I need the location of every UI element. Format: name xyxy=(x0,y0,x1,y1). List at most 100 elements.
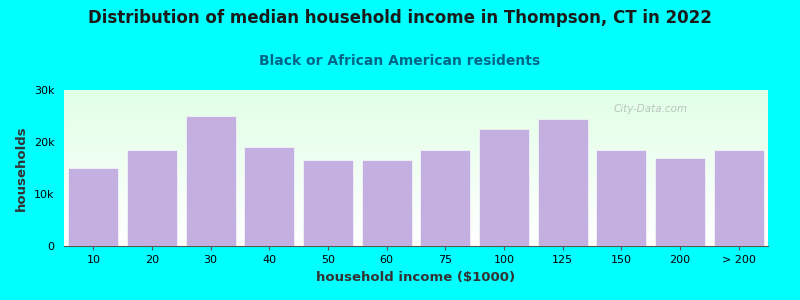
Text: City-Data.com: City-Data.com xyxy=(613,104,687,114)
Bar xyxy=(64,224,768,226)
Bar xyxy=(64,129,768,130)
Bar xyxy=(64,154,768,155)
Bar xyxy=(64,98,768,99)
Bar xyxy=(64,135,768,137)
Bar xyxy=(64,179,768,181)
Bar xyxy=(64,188,768,190)
Y-axis label: households: households xyxy=(15,125,28,211)
Bar xyxy=(64,163,768,165)
Bar xyxy=(186,116,235,246)
Bar xyxy=(64,148,768,149)
Bar xyxy=(64,241,768,243)
Bar xyxy=(64,128,768,129)
Bar xyxy=(64,227,768,229)
Bar xyxy=(64,92,768,93)
Bar xyxy=(64,126,768,128)
Bar xyxy=(64,95,768,96)
Bar xyxy=(64,101,768,103)
Bar xyxy=(64,207,768,208)
Bar xyxy=(64,96,768,98)
Bar xyxy=(64,198,768,199)
Bar xyxy=(421,150,470,246)
Bar xyxy=(596,150,646,246)
Bar xyxy=(64,187,768,188)
Bar xyxy=(64,118,768,120)
Bar xyxy=(479,129,529,246)
Bar xyxy=(64,90,768,92)
Bar xyxy=(64,138,768,140)
Bar xyxy=(64,185,768,187)
Bar xyxy=(64,116,768,118)
Bar xyxy=(362,160,411,246)
Bar xyxy=(64,230,768,232)
Bar xyxy=(64,171,768,173)
Bar xyxy=(64,145,768,146)
Bar xyxy=(64,113,768,115)
Bar xyxy=(64,237,768,238)
Bar xyxy=(64,157,768,159)
Bar xyxy=(64,202,768,204)
Bar xyxy=(64,232,768,233)
Bar xyxy=(64,213,768,215)
Bar xyxy=(64,199,768,201)
Bar xyxy=(64,212,768,213)
Bar xyxy=(64,177,768,179)
Bar xyxy=(64,109,768,110)
Bar xyxy=(64,233,768,235)
Bar xyxy=(64,123,768,124)
Bar xyxy=(64,137,768,138)
Bar xyxy=(64,134,768,135)
Bar xyxy=(64,106,768,107)
Bar xyxy=(64,215,768,216)
Bar xyxy=(64,190,768,191)
Bar xyxy=(64,115,768,116)
X-axis label: household income ($1000): household income ($1000) xyxy=(317,271,515,284)
Bar xyxy=(64,193,768,194)
Bar xyxy=(64,191,768,193)
Text: Distribution of median household income in Thompson, CT in 2022: Distribution of median household income … xyxy=(88,9,712,27)
Bar xyxy=(64,210,768,212)
Bar xyxy=(64,167,768,168)
Bar xyxy=(64,140,768,142)
Bar xyxy=(64,206,768,207)
Bar xyxy=(64,208,768,210)
Bar xyxy=(64,194,768,196)
Bar xyxy=(64,93,768,95)
Bar xyxy=(64,121,768,123)
Bar xyxy=(64,181,768,182)
Bar xyxy=(64,152,768,154)
Bar xyxy=(64,162,768,163)
Bar xyxy=(64,238,768,240)
Bar xyxy=(64,196,768,198)
Bar xyxy=(64,184,768,185)
Bar xyxy=(64,216,768,218)
Bar xyxy=(64,120,768,121)
Bar xyxy=(64,110,768,112)
Bar xyxy=(538,118,587,246)
Bar xyxy=(64,107,768,109)
Bar xyxy=(64,155,768,157)
Bar xyxy=(64,103,768,104)
Bar xyxy=(64,218,768,220)
Bar xyxy=(64,112,768,113)
Bar xyxy=(655,158,705,246)
Bar xyxy=(64,165,768,166)
Bar xyxy=(64,130,768,132)
Bar xyxy=(64,243,768,244)
Bar xyxy=(64,169,768,171)
Bar xyxy=(64,99,768,101)
Bar xyxy=(64,124,768,126)
Bar xyxy=(64,226,768,227)
Bar xyxy=(64,146,768,148)
Bar xyxy=(64,204,768,206)
Bar xyxy=(64,240,768,241)
Bar xyxy=(64,142,768,143)
Bar xyxy=(64,182,768,184)
Bar xyxy=(64,173,768,174)
Bar xyxy=(64,104,768,106)
Bar xyxy=(64,176,768,177)
Bar xyxy=(64,201,768,202)
Bar xyxy=(245,147,294,246)
Bar xyxy=(64,132,768,134)
Bar xyxy=(303,160,353,246)
